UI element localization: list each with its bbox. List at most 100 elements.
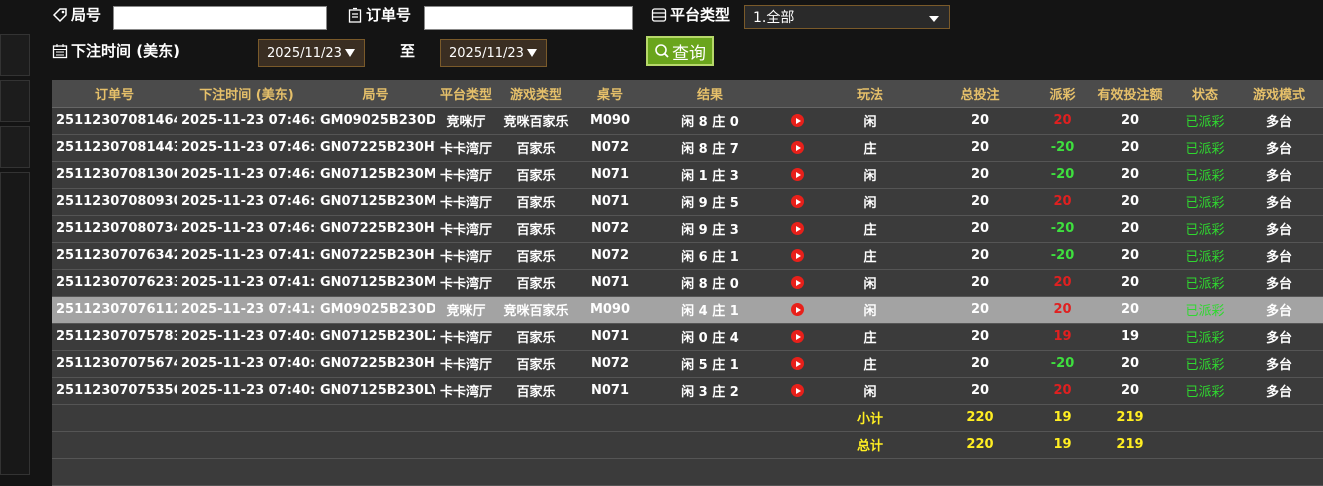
play-icon[interactable] bbox=[791, 384, 804, 397]
column-header: 结果 bbox=[645, 80, 775, 108]
table-cell: N071 bbox=[575, 323, 645, 351]
table-cell: N072 bbox=[575, 242, 645, 270]
table-cell: M090 bbox=[575, 107, 645, 135]
play-icon[interactable] bbox=[791, 276, 804, 289]
table-cell: 多台 bbox=[1235, 215, 1323, 243]
summary-value: 220 bbox=[920, 404, 1040, 432]
table-cell: 已派彩 bbox=[1175, 161, 1235, 189]
table-cell: 20 bbox=[1085, 296, 1175, 324]
table-cell: 多台 bbox=[1235, 134, 1323, 162]
select-value: 1.全部 bbox=[753, 10, 795, 26]
table-body: 2511230708146472025-11-23 07:46:45GM0902… bbox=[52, 107, 1323, 486]
table-cell: GN07225B230HL bbox=[316, 242, 435, 270]
dropdown-arrow bbox=[929, 16, 939, 22]
table-cell: N072 bbox=[575, 134, 645, 162]
table-cell: N071 bbox=[575, 377, 645, 405]
table-cell: 20 bbox=[1040, 107, 1085, 135]
table-cell: 多台 bbox=[1235, 323, 1323, 351]
play-icon[interactable] bbox=[791, 330, 804, 343]
table-cell: GN07125B230LY bbox=[316, 377, 435, 405]
table-cell: 多台 bbox=[1235, 107, 1323, 135]
blank-cell bbox=[52, 404, 177, 432]
table-cell: 251123070753567 bbox=[52, 377, 177, 405]
table-cell: 百家乐 bbox=[497, 242, 575, 270]
platform-label: 平台类型 bbox=[651, 4, 730, 25]
blank-cell bbox=[1235, 404, 1323, 432]
table-cell: 闲 3 庄 2 bbox=[645, 377, 775, 405]
side-tab[interactable] bbox=[0, 126, 30, 168]
table-cell: 百家乐 bbox=[497, 377, 575, 405]
bet-table: 订单号 下注时间 (美东) 局号 平台类型 游戏类型 桌号 结果 玩法 总投注 派彩 有效投注额 状态… bbox=[52, 80, 1323, 486]
blank-cell bbox=[1175, 404, 1235, 432]
blank-cell bbox=[1235, 431, 1323, 459]
table-cell: 闲 8 庄 7 bbox=[645, 134, 775, 162]
table-cell: 已派彩 bbox=[1175, 134, 1235, 162]
calendar-icon bbox=[52, 43, 68, 58]
date-to[interactable]: 2025/11/23 bbox=[440, 39, 547, 67]
table-cell: 闲 5 庄 1 bbox=[645, 350, 775, 378]
blank-cell bbox=[435, 431, 497, 459]
side-tab[interactable] bbox=[0, 80, 30, 122]
play-icon[interactable] bbox=[791, 195, 804, 208]
blank-cell bbox=[1175, 431, 1235, 459]
table-cell: N071 bbox=[575, 188, 645, 216]
table-cell: N072 bbox=[575, 350, 645, 378]
table-cell: 卡卡湾厅 bbox=[435, 188, 497, 216]
label-text: 下注时间 (美东) bbox=[71, 42, 180, 60]
table-cell: 2025-11-23 07:40:48 bbox=[177, 323, 316, 351]
round-label: 局号 bbox=[52, 4, 101, 25]
table-row: 2511230708130602025-11-23 07:46:35GN0712… bbox=[52, 161, 1323, 189]
table-cell: 卡卡湾厅 bbox=[435, 134, 497, 162]
play-icon[interactable] bbox=[791, 303, 804, 316]
column-header: 下注时间 (美东) bbox=[177, 80, 316, 108]
play-icon[interactable] bbox=[791, 222, 804, 235]
table-cell: 20 bbox=[1040, 269, 1085, 297]
table-row: 2511230708073472025-11-23 07:46:04GN0722… bbox=[52, 215, 1323, 243]
table-cell: N071 bbox=[575, 161, 645, 189]
table-row: 2511230707535672025-11-23 07:40:23GN0712… bbox=[52, 377, 1323, 405]
table-cell: 20 bbox=[1085, 269, 1175, 297]
play-icon[interactable] bbox=[791, 141, 804, 154]
table-cell: 251123070814438 bbox=[52, 134, 177, 162]
table-cell: 20 bbox=[1040, 188, 1085, 216]
play-icon[interactable] bbox=[791, 114, 804, 127]
side-tab[interactable] bbox=[0, 34, 30, 76]
table-cell: 251123070761123 bbox=[52, 296, 177, 324]
side-panel bbox=[0, 172, 30, 475]
tag-icon bbox=[52, 7, 67, 22]
table-cell: 已派彩 bbox=[1175, 107, 1235, 135]
table-cell: 已派彩 bbox=[1175, 377, 1235, 405]
table-cell: 已派彩 bbox=[1175, 296, 1235, 324]
label-text: 至 bbox=[400, 42, 416, 60]
doc-icon bbox=[348, 7, 362, 23]
table-cell: -20 bbox=[1040, 215, 1085, 243]
play-icon[interactable] bbox=[791, 357, 804, 370]
search-button[interactable]: 查询 bbox=[646, 36, 714, 66]
video-cell bbox=[775, 161, 820, 189]
label-text: 局号 bbox=[71, 6, 102, 24]
round-input[interactable] bbox=[113, 6, 327, 30]
play-icon[interactable] bbox=[791, 168, 804, 181]
table-cell: 闲 6 庄 1 bbox=[645, 242, 775, 270]
table-cell: 百家乐 bbox=[497, 161, 575, 189]
table-cell: GN07125B230MB bbox=[316, 188, 435, 216]
video-cell bbox=[775, 134, 820, 162]
table-cell: 已派彩 bbox=[1175, 350, 1235, 378]
date-from[interactable]: 2025/11/23 bbox=[258, 39, 365, 67]
dropdown-arrow bbox=[526, 49, 537, 57]
table-cell: 百家乐 bbox=[497, 134, 575, 162]
blank-cell bbox=[497, 431, 575, 459]
table-cell: 闲 0 庄 4 bbox=[645, 323, 775, 351]
table-cell: 闲 8 庄 0 bbox=[645, 269, 775, 297]
table-cell: 251123070809308 bbox=[52, 188, 177, 216]
platform-select[interactable]: 1.全部 bbox=[744, 5, 950, 29]
table-cell: 20 bbox=[920, 107, 1040, 135]
order-input[interactable] bbox=[424, 6, 633, 30]
table-cell: 百家乐 bbox=[497, 350, 575, 378]
blank-cell bbox=[52, 431, 177, 459]
video-cell bbox=[775, 188, 820, 216]
play-icon[interactable] bbox=[791, 249, 804, 262]
summary-label: 总计 bbox=[820, 431, 920, 459]
table-cell: 闲 9 庄 3 bbox=[645, 215, 775, 243]
summary-value: 219 bbox=[1085, 404, 1175, 432]
